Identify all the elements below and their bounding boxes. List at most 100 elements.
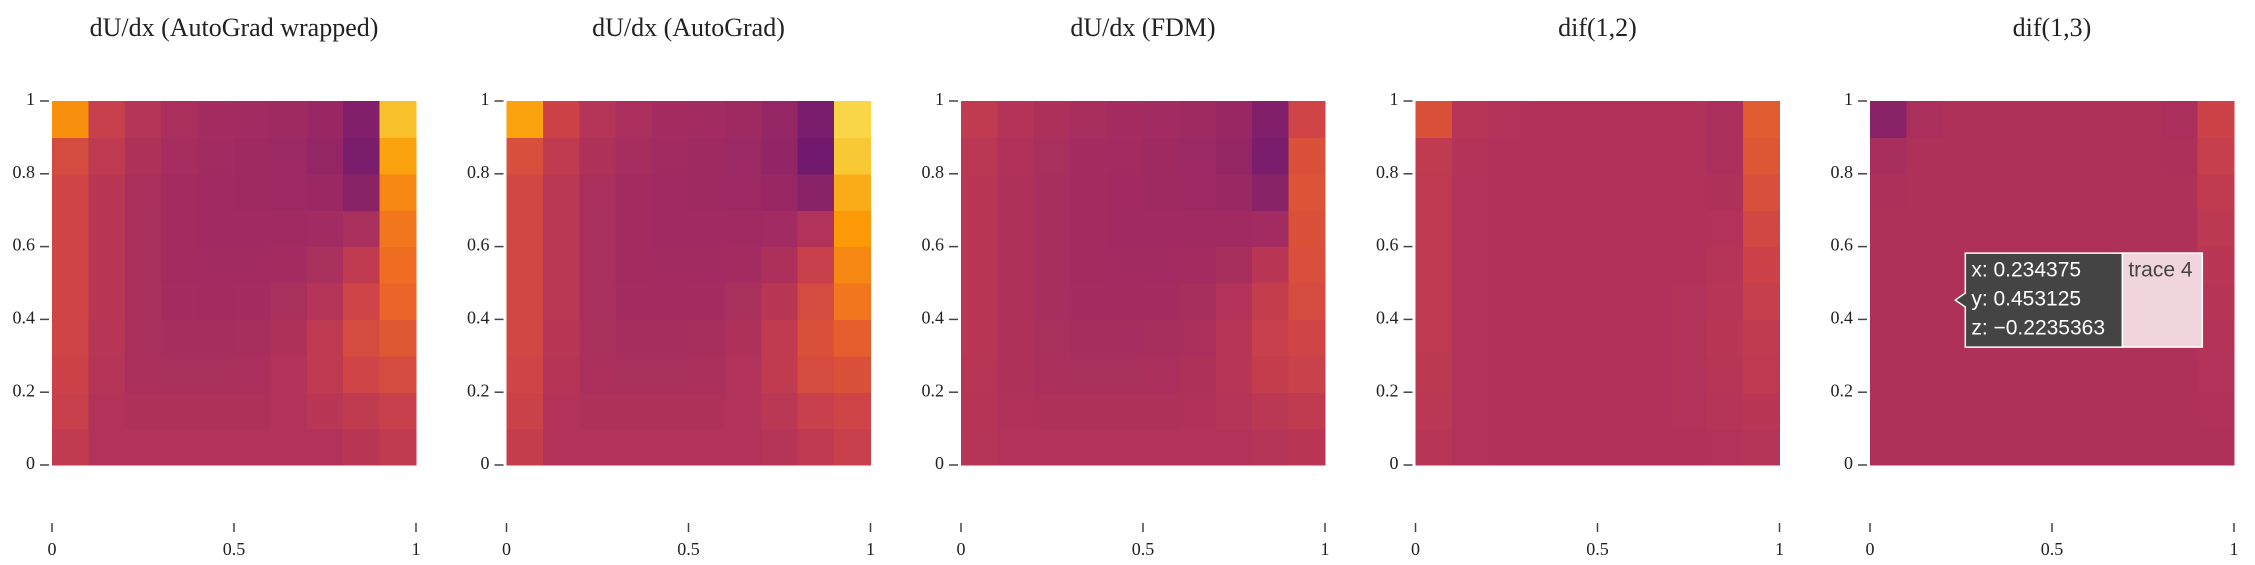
heatmap-cell xyxy=(1906,392,1944,430)
heatmap-cell xyxy=(542,319,580,357)
heatmap-cell xyxy=(1451,246,1489,284)
heatmap-cell xyxy=(1415,355,1453,393)
heatmap-cell xyxy=(234,283,271,320)
heatmap-cell xyxy=(1597,101,1635,138)
heatmap-cell xyxy=(797,355,835,393)
heatmap-cell xyxy=(1670,137,1708,175)
heatmap-cell xyxy=(379,137,417,175)
heatmap-cell xyxy=(542,392,580,430)
heatmap-cell xyxy=(197,101,235,138)
heatmap-cell xyxy=(2124,101,2162,138)
heatmap-cell xyxy=(1488,355,1526,393)
heatmap-cell xyxy=(1488,137,1526,175)
heatmap-cell xyxy=(1415,392,1453,430)
heatmap-cell xyxy=(2088,173,2126,211)
heatmap-cell xyxy=(724,210,762,248)
heatmap-cell xyxy=(1488,392,1526,430)
heatmap-cell xyxy=(379,283,417,320)
y-tick-label: 1 xyxy=(1844,89,1853,109)
heatmap-cell xyxy=(688,210,726,248)
heatmap-cell xyxy=(1597,137,1635,175)
x-tick-label: 0.5 xyxy=(223,539,246,559)
heatmap-cell xyxy=(161,319,199,357)
heatmap-cell xyxy=(343,355,381,393)
subplot-title: dU/dx (FDM) xyxy=(1070,13,1215,42)
heatmap-cell xyxy=(1670,355,1708,393)
heatmap-cell xyxy=(1743,210,1781,248)
heatmap-cell xyxy=(1070,246,1108,284)
heatmap-cell xyxy=(270,210,308,248)
heatmap-cell xyxy=(270,283,308,320)
heatmap-cell xyxy=(2052,101,2089,138)
heatmap-cell xyxy=(1743,137,1781,175)
heatmap-cell xyxy=(1179,428,1217,466)
y-tick-label: 0.4 xyxy=(1376,308,1399,328)
heatmap-cell xyxy=(270,319,308,357)
heatmap-cell xyxy=(652,246,690,284)
heatmap-cell xyxy=(1033,210,1071,248)
heatmap-cell xyxy=(379,173,417,211)
heatmap-cell xyxy=(761,392,799,430)
heatmap-cell xyxy=(1488,210,1526,248)
heatmap-cell xyxy=(506,210,544,248)
heatmap-cell xyxy=(1143,319,1180,357)
heatmap-cell xyxy=(2124,173,2162,211)
y-tick-label: 0 xyxy=(1390,453,1399,473)
heatmap-cell xyxy=(1451,101,1489,138)
subplot-title: dif(1,2) xyxy=(1558,13,1637,42)
heatmap-cell xyxy=(1870,355,1907,393)
heatmap-cell xyxy=(724,283,762,320)
heatmap-cell xyxy=(1561,173,1599,211)
y-tick-label: 0.6 xyxy=(1376,235,1399,255)
heatmap-cell xyxy=(1488,173,1526,211)
heatmap-cell xyxy=(615,246,653,284)
hover-box xyxy=(1954,252,2124,348)
x-tick-label: 0.5 xyxy=(677,539,700,559)
heatmap-cell xyxy=(1033,355,1071,393)
heatmap-cell xyxy=(1106,173,1144,211)
heatmap-cell xyxy=(1670,283,1708,320)
heatmap-cell xyxy=(615,101,653,138)
heatmap-cell xyxy=(506,246,544,284)
heatmap-cell xyxy=(1670,428,1708,466)
heatmap-cell xyxy=(761,283,799,320)
heatmap-cell xyxy=(1524,283,1562,320)
heatmap-cell xyxy=(724,355,762,393)
heatmap-cell xyxy=(234,246,271,284)
heatmap-cell xyxy=(52,101,89,138)
heatmap-cell xyxy=(2052,173,2089,211)
heatmap-cell xyxy=(1415,283,1453,320)
heatmap-cell xyxy=(652,428,690,466)
heatmap-cell xyxy=(1979,355,2017,393)
heatmap-cell xyxy=(306,355,344,393)
heatmap-cell xyxy=(1870,392,1907,430)
heatmap-cell xyxy=(379,246,417,284)
heatmap-cell xyxy=(306,137,344,175)
heatmap-cell xyxy=(797,283,835,320)
heatmap xyxy=(506,101,872,466)
heatmap-cell xyxy=(270,392,308,430)
heatmap-cell xyxy=(2015,210,2053,248)
heatmap-cell xyxy=(2088,210,2126,248)
y-tick-label: 0.2 xyxy=(1376,380,1399,400)
heatmap-cell xyxy=(161,246,199,284)
heatmap-cell xyxy=(1143,392,1180,430)
heatmap-cell xyxy=(2124,137,2162,175)
heatmap-cell xyxy=(1215,101,1253,138)
heatmap-cell xyxy=(997,173,1035,211)
heatmap-cell xyxy=(197,428,235,466)
heatmap-cell xyxy=(1633,137,1671,175)
heatmap-cell xyxy=(124,283,162,320)
heatmap-cell xyxy=(52,355,89,393)
heatmap-cell xyxy=(761,137,799,175)
heatmap-cell xyxy=(1979,101,2017,138)
heatmap-cell xyxy=(52,392,89,430)
x-tick-label: 0 xyxy=(957,539,966,559)
heatmap-cell xyxy=(1670,210,1708,248)
heatmap-cell xyxy=(379,101,417,138)
heatmap-cell xyxy=(1524,173,1562,211)
heatmap-cell xyxy=(652,355,690,393)
heatmap-cell xyxy=(124,392,162,430)
heatmap-cell xyxy=(688,319,726,357)
